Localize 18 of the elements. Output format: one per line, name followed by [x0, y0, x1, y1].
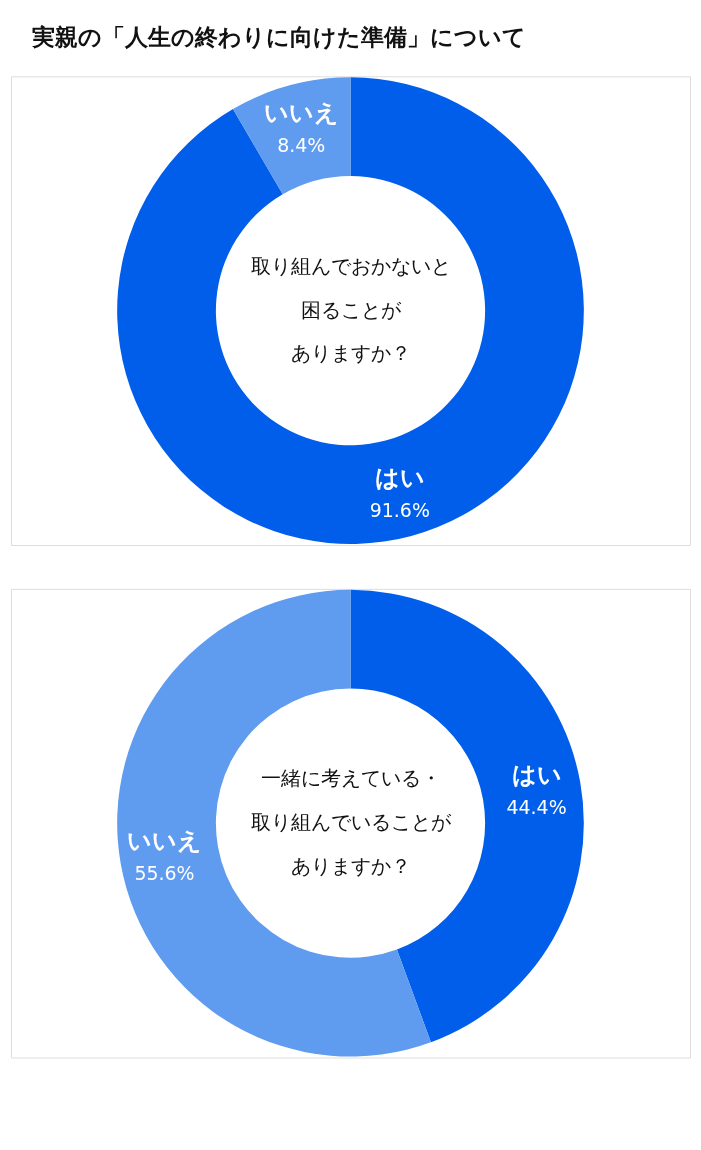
data-label: 91.6%	[369, 498, 430, 521]
data-label: 55.6%	[134, 862, 195, 885]
text: 取り組んでいることが	[250, 810, 452, 835]
slice-label: はい	[511, 761, 562, 790]
slice-label: いいえ	[126, 827, 202, 856]
text: 困ることが	[300, 297, 402, 322]
data-label: 8.4%	[277, 134, 326, 157]
text: 一緒に考えている・	[260, 766, 441, 791]
data-label: 44.4%	[506, 796, 567, 819]
slice-label: はい	[374, 464, 425, 493]
chart-title: 実親の「人生の終わりに向けた準備」について	[31, 23, 527, 50]
slice-label: いいえ	[263, 99, 339, 128]
donut-slice	[117, 77, 584, 544]
text: ありますか？	[290, 341, 411, 366]
donut-slice	[117, 589, 431, 1057]
donut-slice	[232, 77, 351, 195]
text: 取り組んでおかないと	[250, 253, 451, 278]
text: ありますか？	[290, 854, 411, 879]
